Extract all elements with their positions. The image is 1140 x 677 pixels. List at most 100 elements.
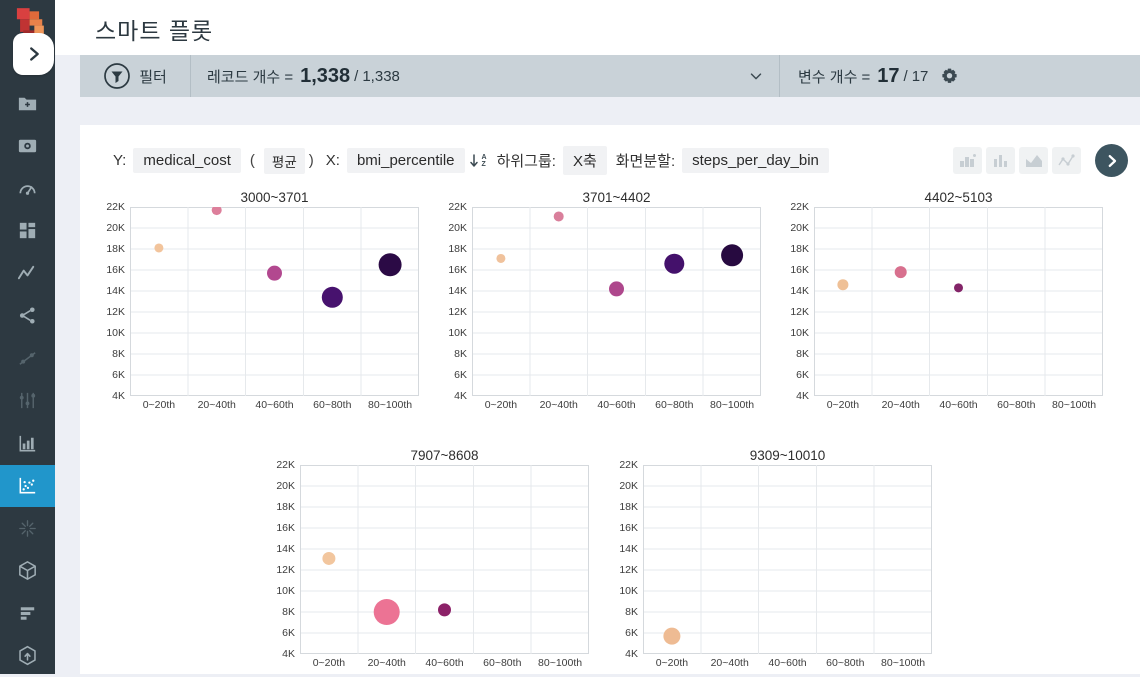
x-tick-label: 20~40th (188, 399, 246, 411)
plot-controls: Y: medical_cost ( 평균 ) X: bmi_percentile… (80, 125, 1140, 177)
y-tick-label: 12K (790, 307, 809, 318)
data-point[interactable] (267, 266, 282, 281)
sidebar-item-sliders[interactable] (0, 380, 55, 423)
sidebar-item-camera[interactable] (0, 125, 55, 168)
sidebar-item-ranking-bars[interactable] (0, 592, 55, 635)
y-tick-label: 14K (106, 286, 125, 297)
sliders-icon (16, 389, 39, 412)
y-tick-label: 12K (276, 565, 295, 576)
sidebar-expand-button[interactable] (13, 33, 54, 75)
area-chart-button[interactable] (1019, 147, 1048, 174)
y-tick-label: 4K (282, 649, 295, 660)
y-tick-label: 12K (106, 307, 125, 318)
sidebar-item-dot-link[interactable] (0, 337, 55, 380)
data-point[interactable] (322, 552, 335, 565)
line-scatter-chart-button[interactable] (1052, 147, 1081, 174)
subgroup-selector[interactable]: X축 (563, 146, 607, 175)
data-point[interactable] (322, 287, 343, 308)
data-point[interactable] (609, 281, 624, 296)
scatter-plot-icon (16, 474, 39, 497)
sidebar-item-starburst[interactable] (0, 507, 55, 550)
chart-title: 7907~8608 (300, 448, 589, 463)
variable-settings-button[interactable] (940, 67, 959, 86)
sidebar-item-bar-chart[interactable] (0, 422, 55, 465)
y-tick-label: 12K (619, 565, 638, 576)
split-selector[interactable]: steps_per_day_bin (682, 148, 829, 173)
x-tick-label: 20~40th (701, 657, 759, 669)
y-tick-label: 18K (790, 244, 809, 255)
sidebar-item-share-nodes[interactable] (0, 295, 55, 338)
cube-icon (16, 559, 39, 582)
filter-button[interactable]: 필터 (80, 55, 191, 97)
data-point[interactable] (154, 243, 163, 252)
x-tick-label: 60~80th (816, 657, 874, 669)
y-field-selector[interactable]: medical_cost (133, 148, 241, 173)
data-point[interactable] (212, 207, 222, 215)
sidebar-item-hexagon-target[interactable] (0, 635, 55, 677)
filter-funnel-icon (103, 62, 131, 90)
sidebar-item-gauge[interactable] (0, 167, 55, 210)
sidebar-item-cube[interactable] (0, 550, 55, 593)
y-tick-label: 18K (448, 244, 467, 255)
data-point[interactable] (895, 266, 907, 278)
sidebar-item-scatter-plot[interactable] (0, 465, 55, 508)
sidebar-menu (0, 82, 55, 677)
record-count-total: 1,338 (362, 68, 400, 85)
data-point[interactable] (664, 254, 684, 274)
x-tick-label: 40~60th (759, 657, 817, 669)
data-point[interactable] (438, 603, 451, 616)
data-point[interactable] (837, 279, 848, 290)
chart-plot-area (130, 207, 419, 396)
x-tick-label: 60~80th (303, 399, 361, 411)
y-tick-label: 10K (790, 328, 809, 339)
hexagon-target-icon (16, 644, 39, 667)
data-point[interactable] (496, 254, 505, 263)
chart-title: 4402~5103 (814, 190, 1103, 205)
x-field-selector[interactable]: bmi_percentile (347, 148, 465, 173)
data-point[interactable] (954, 283, 963, 292)
y-tick-label: 14K (790, 286, 809, 297)
arrow-down-icon (469, 153, 481, 169)
chart-title: 3701~4402 (472, 190, 761, 205)
y-tick-label: 6K (112, 370, 125, 381)
data-point[interactable] (721, 244, 743, 266)
bar-chart-icon (16, 432, 39, 455)
y-tick-label: 10K (276, 586, 295, 597)
x-tick-label: 80~100th (703, 399, 761, 411)
data-point[interactable] (554, 211, 564, 221)
y-tick-label: 4K (454, 391, 467, 402)
subgroup-label: 하위그룹: (497, 150, 556, 171)
sidebar-item-grid-blocks[interactable] (0, 210, 55, 253)
sidebar-item-zigzag-line[interactable] (0, 252, 55, 295)
filter-collapse-button[interactable] (747, 67, 765, 85)
y-tick-label: 14K (619, 544, 638, 555)
histogram-chart-button[interactable] (953, 147, 982, 174)
filter-bar: 필터 레코드 개수 = 1,338 / 1,338 변수 개수 = 17 / 1… (80, 55, 1140, 97)
data-point[interactable] (374, 599, 400, 625)
y-tick-label: 6K (454, 370, 467, 381)
y-tick-label: 8K (282, 607, 295, 618)
zigzag-line-icon (16, 262, 39, 285)
x-tick-label: 80~100th (361, 399, 419, 411)
data-point[interactable] (663, 628, 680, 645)
column-chart-button[interactable] (986, 147, 1015, 174)
chart-plot-area (300, 465, 589, 654)
y-tick-label: 10K (106, 328, 125, 339)
y-tick-label: 14K (276, 544, 295, 555)
data-point[interactable] (379, 253, 402, 276)
chart-plot-area (814, 207, 1103, 396)
next-page-button[interactable] (1095, 144, 1128, 177)
y-tick-label: 16K (106, 265, 125, 276)
aggregation-selector[interactable]: 평균 (264, 148, 305, 174)
y-tick-label: 16K (276, 523, 295, 534)
gauge-icon (16, 177, 39, 200)
folder-plus-icon (16, 92, 39, 115)
x-tick-label: 0~20th (643, 657, 701, 669)
sidebar-item-folder-plus[interactable] (0, 82, 55, 125)
